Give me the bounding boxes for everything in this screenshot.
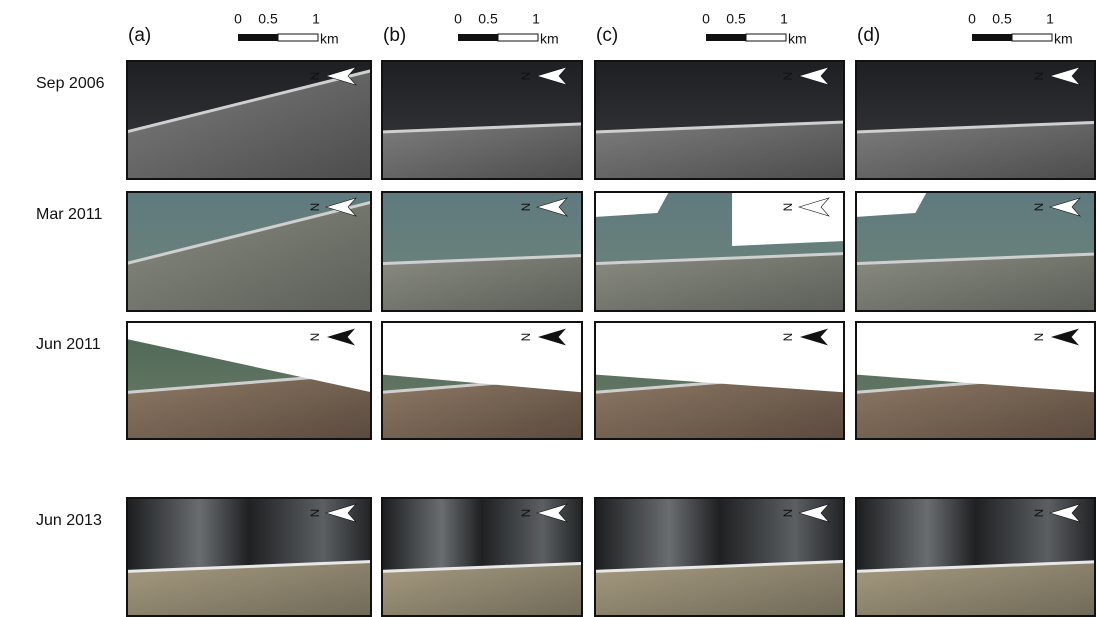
scale-tick-label: 0.5 [726,11,746,27]
scale-tick-label: 1 [1046,11,1054,27]
image-panel: N [594,321,845,440]
row-label: Jun 2013 [36,512,102,529]
image-panel: N [594,60,845,180]
north-label: N [519,509,533,518]
north-label: N [308,203,322,212]
image-panel: N [126,497,372,617]
north-label: N [519,333,533,342]
scale-unit: km [320,31,339,47]
scale-tick-label: 0.5 [992,11,1012,27]
scale-bar-white [278,34,318,41]
row-label: Sep 2006 [36,75,105,92]
image-panel: N [381,191,583,312]
scale-tick-label: 0 [968,11,976,27]
image-panel: N [381,321,583,440]
image-panel: N [855,191,1096,312]
scale-tick-label: 1 [532,11,540,27]
north-label: N [308,509,322,518]
north-label: N [308,72,322,81]
image-panel: N [594,497,845,617]
image-panel: N [594,191,845,312]
land [381,256,583,312]
north-label: N [308,333,322,342]
row-label: Mar 2011 [36,206,103,223]
north-label: N [1032,72,1046,81]
scale-tick-label: 0 [234,11,242,27]
scale-unit: km [540,31,559,47]
scale-bar-black [706,34,746,41]
image-panel: N [126,321,372,440]
panel-label: (c) [596,25,618,46]
image-panel: N [126,60,372,180]
scale-tick-label: 0 [454,11,462,27]
image-panel: N [855,321,1096,440]
panel-label: (b) [383,25,406,46]
north-label: N [1032,509,1046,518]
scale-tick-label: 0.5 [478,11,498,27]
north-label: N [1032,333,1046,342]
row-label: Jun 2011 [36,336,101,353]
image-panel: N [126,191,372,312]
north-label: N [781,203,795,212]
north-label: N [781,72,795,81]
figure: (a)00.51km(b)00.51km(c)00.51km(d)00.51km… [0,0,1096,617]
image-panel: N [855,60,1096,180]
image-panel: N [855,497,1096,617]
scale-bar-black [238,34,278,41]
scale-bar-black [972,34,1012,41]
scale-bar-black [458,34,498,41]
land [381,124,583,180]
north-label: N [781,333,795,342]
scale-tick-label: 0.5 [258,11,278,27]
north-label: N [519,72,533,81]
scale-unit: km [788,31,807,47]
panel-label: (a) [128,25,151,46]
image-panel: N [381,60,583,180]
scale-tick-label: 1 [312,11,320,27]
scale-bar-white [1012,34,1052,41]
north-label: N [519,203,533,212]
panel-grid: (a)00.51km(b)00.51km(c)00.51km(d)00.51km… [36,11,1096,617]
panel-label: (d) [857,25,880,46]
scale-bar-white [746,34,786,41]
north-label: N [1032,203,1046,212]
scale-tick-label: 0 [702,11,710,27]
scale-tick-label: 1 [780,11,788,27]
north-label: N [781,509,795,518]
scale-bar-white [498,34,538,41]
scale-unit: km [1054,31,1073,47]
image-panel: N [381,497,583,617]
